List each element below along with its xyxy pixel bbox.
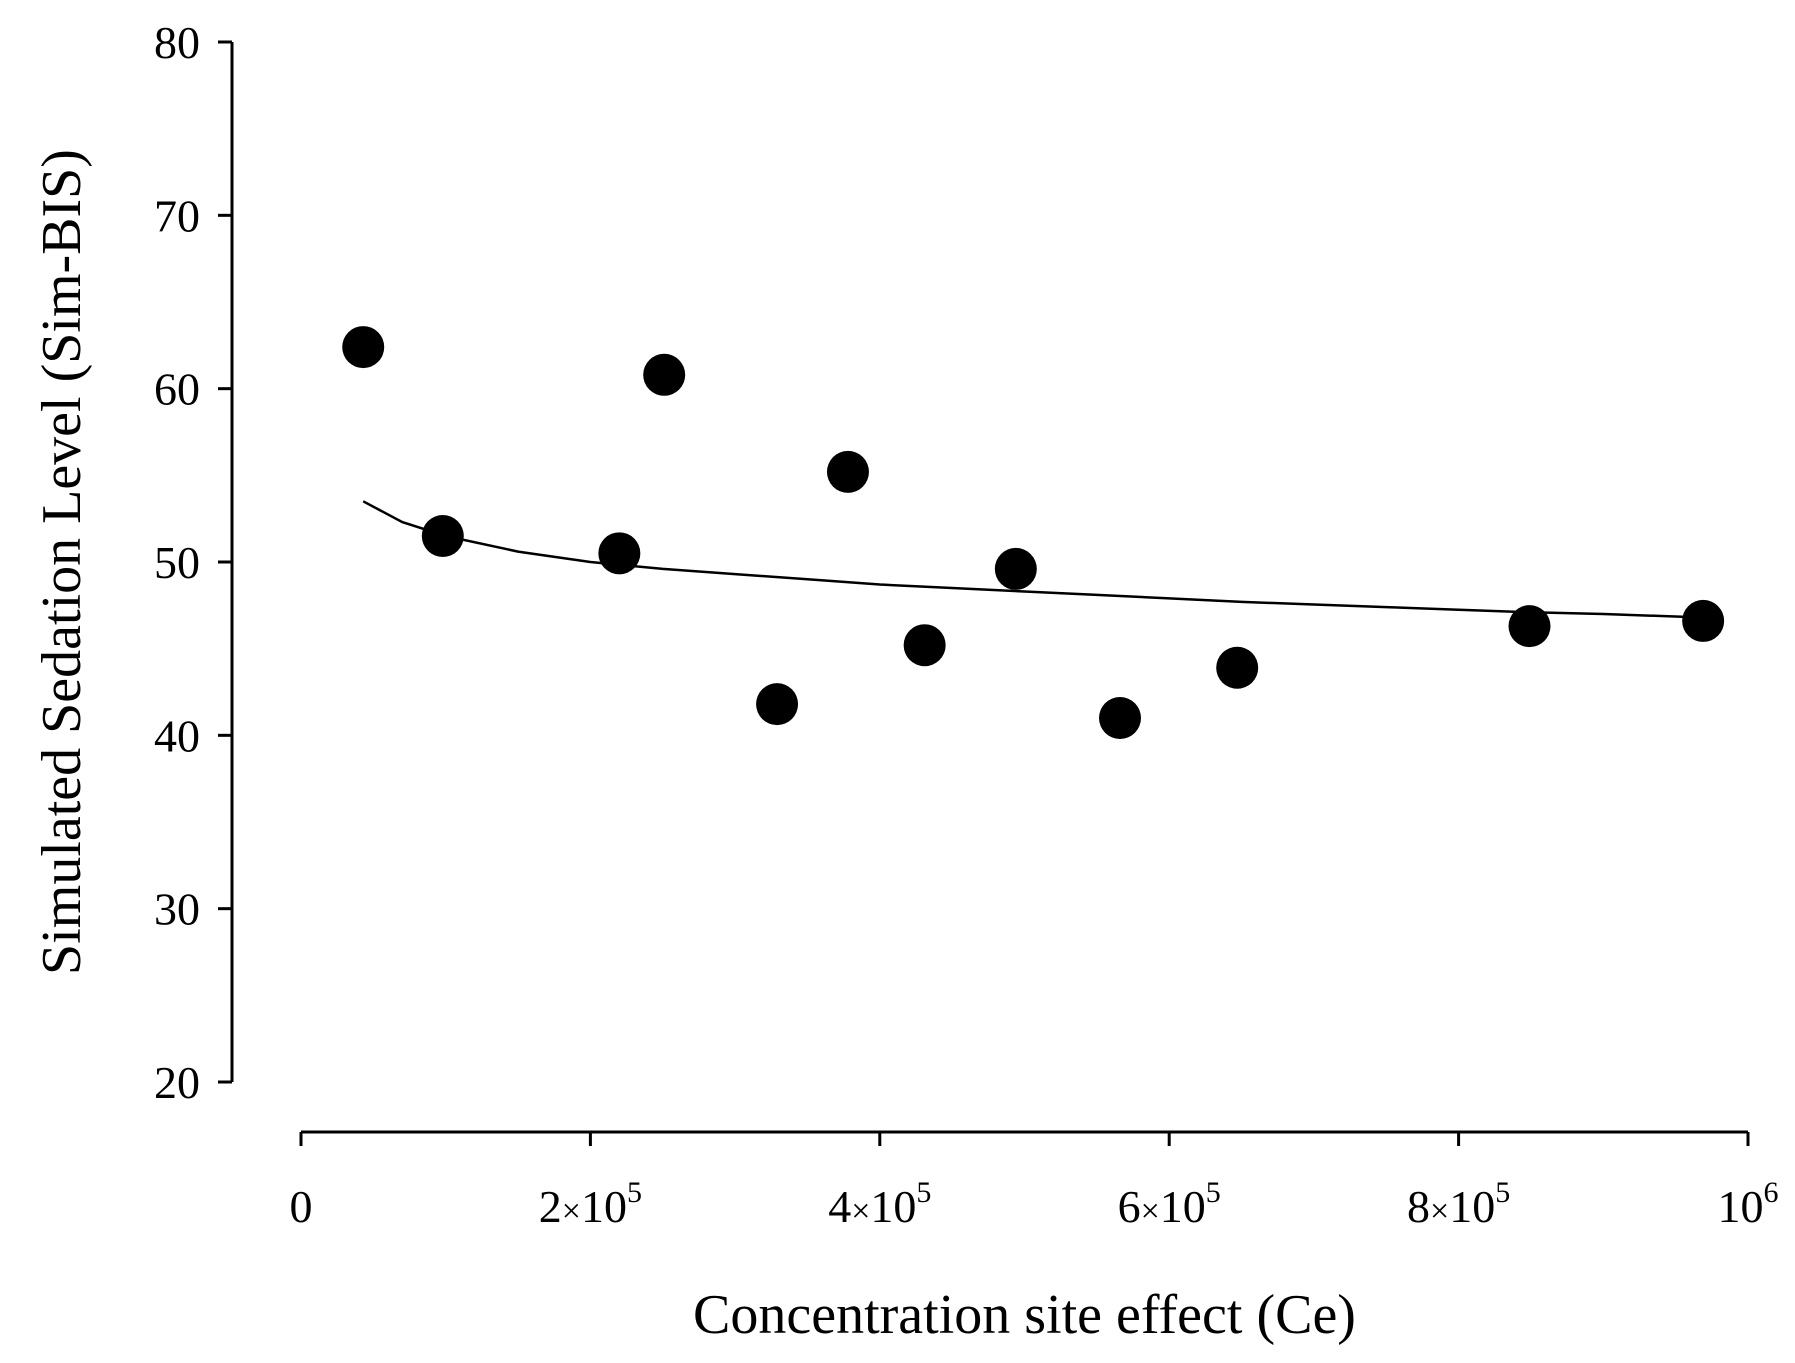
- x-tick-label: 8×105: [1407, 1176, 1510, 1232]
- x-tick-label: 106: [1718, 1176, 1779, 1232]
- data-points: [342, 326, 1725, 739]
- y-axis-title: Simulated Sedation Level (Sim-BIS): [31, 149, 93, 975]
- y-tick-label: 30: [154, 884, 200, 935]
- y-tick-label: 40: [154, 710, 200, 761]
- data-point: [994, 547, 1037, 590]
- data-point: [421, 515, 464, 557]
- data-point: [1216, 646, 1259, 689]
- y-tick-label: 50: [154, 537, 200, 588]
- x-tick-label: 0: [290, 1181, 313, 1232]
- fit-curve-line: [362, 500, 1704, 619]
- x-tick-label: 2×105: [539, 1176, 642, 1232]
- data-point: [756, 683, 799, 726]
- y-tick-label: 70: [154, 190, 200, 241]
- y-tick-label: 60: [154, 364, 200, 415]
- x-tick-label: 6×105: [1118, 1176, 1221, 1232]
- data-point: [903, 624, 946, 667]
- data-point: [598, 532, 641, 575]
- x-axis-ticks: 0 2×105 4×105 6×105 8×105 106: [290, 1132, 1779, 1232]
- x-axis-title: Concentration site effect (Ce): [693, 1284, 1356, 1346]
- x-tick-label: 4×105: [828, 1176, 931, 1232]
- y-tick-label: 80: [154, 17, 200, 68]
- data-point: [643, 353, 686, 396]
- data-point: [1682, 599, 1725, 642]
- data-point: [342, 326, 385, 369]
- data-point: [1099, 697, 1142, 739]
- y-axis-ticks: 20 30 40 50 60 70 80: [154, 17, 232, 1108]
- data-point: [826, 450, 869, 493]
- data-point: [1508, 605, 1551, 648]
- y-tick-label: 20: [154, 1057, 200, 1108]
